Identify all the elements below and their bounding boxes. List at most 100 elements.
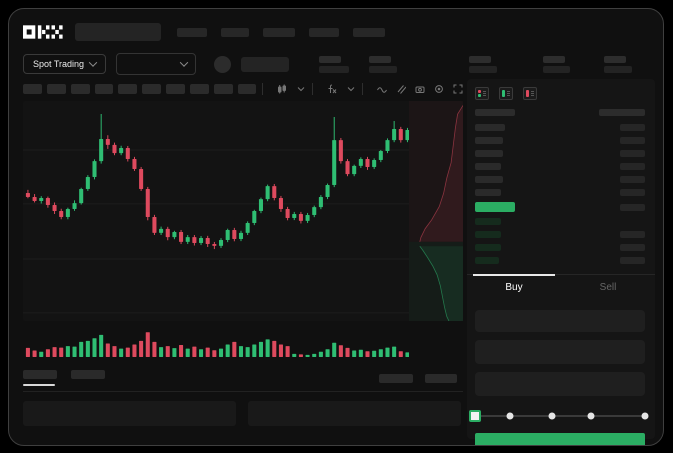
bid-amount-placeholder bbox=[620, 257, 645, 264]
candle-36 bbox=[258, 199, 263, 212]
amount-slider[interactable] bbox=[469, 408, 649, 424]
interval-pill-10[interactable] bbox=[237, 84, 257, 94]
order-input-2[interactable] bbox=[475, 340, 645, 364]
bottom-tab-active[interactable] bbox=[23, 370, 57, 386]
main-nav bbox=[177, 27, 385, 37]
bid-price-placeholder bbox=[475, 257, 499, 264]
wave-icon[interactable] bbox=[377, 84, 387, 94]
volume-bar-33 bbox=[238, 346, 244, 357]
tab-buy[interactable]: Buy bbox=[467, 274, 561, 300]
volume-bar-57 bbox=[398, 351, 403, 357]
volume-bar-39 bbox=[278, 344, 283, 357]
chevron-down-icon[interactable] bbox=[296, 84, 306, 94]
ask-row-1[interactable] bbox=[475, 121, 645, 134]
volume-bar-25 bbox=[185, 348, 190, 357]
volume-bar-45 bbox=[318, 351, 323, 357]
slider-stop-50pct[interactable] bbox=[548, 412, 556, 420]
interval-pill-9[interactable] bbox=[213, 84, 233, 94]
volume-bar-27 bbox=[199, 349, 204, 357]
orderbook-header bbox=[475, 109, 645, 116]
fx-icon[interactable] bbox=[327, 84, 337, 94]
buy-submit-button[interactable] bbox=[475, 433, 645, 445]
bottom-right-link-1[interactable] bbox=[379, 373, 413, 383]
ask-price-placeholder bbox=[475, 150, 503, 157]
volume-bar-30 bbox=[218, 348, 224, 357]
camera-icon[interactable] bbox=[415, 84, 425, 94]
volume-bar-31 bbox=[225, 344, 230, 357]
slider-stop-0pct[interactable] bbox=[469, 410, 481, 422]
order-input-3[interactable] bbox=[475, 372, 645, 396]
volume-bar-15 bbox=[119, 348, 124, 357]
volume-bar-24 bbox=[179, 345, 184, 357]
volume-bar-2 bbox=[32, 350, 37, 357]
interval-pill-1[interactable] bbox=[23, 84, 42, 94]
ask-row-6[interactable] bbox=[475, 186, 645, 199]
ask-amount-placeholder bbox=[620, 150, 645, 157]
expand-icon[interactable] bbox=[453, 84, 463, 94]
ticker-stat-4 bbox=[543, 55, 571, 73]
nav-item-4[interactable] bbox=[309, 27, 339, 37]
bid-row-4[interactable] bbox=[475, 254, 645, 267]
toolbar-divider bbox=[262, 83, 264, 95]
slider-stop-75pct[interactable] bbox=[587, 412, 595, 420]
book-asks[interactable] bbox=[523, 86, 537, 100]
volume-bar-48 bbox=[338, 345, 343, 357]
nav-item-5[interactable] bbox=[353, 27, 385, 37]
spot-trading-selector[interactable]: Spot Trading bbox=[23, 54, 107, 74]
nav-item-2[interactable] bbox=[221, 27, 249, 37]
bid-row-2[interactable] bbox=[475, 228, 645, 241]
interval-pill-8[interactable] bbox=[189, 84, 209, 94]
ask-price-placeholder bbox=[475, 124, 505, 131]
stat-value-placeholder bbox=[543, 65, 571, 73]
interval-pill-6[interactable] bbox=[142, 84, 162, 94]
candle-49 bbox=[345, 161, 350, 175]
nav-item-3[interactable] bbox=[263, 27, 295, 37]
interval-pill-3[interactable] bbox=[70, 84, 90, 94]
okx-logo[interactable] bbox=[23, 25, 63, 39]
compare-icon[interactable] bbox=[396, 84, 407, 94]
coin-icon bbox=[214, 55, 232, 73]
ask-row-2[interactable] bbox=[475, 134, 645, 147]
volume-chart bbox=[25, 332, 409, 357]
bottom-right-link-2[interactable] bbox=[425, 373, 457, 383]
interval-pill-7[interactable] bbox=[166, 84, 185, 94]
interval-pill-2[interactable] bbox=[46, 84, 66, 94]
ask-row-5[interactable] bbox=[475, 173, 645, 186]
candle-28 bbox=[205, 237, 210, 245]
candle-9 bbox=[79, 189, 84, 204]
volume-bar-29 bbox=[212, 350, 217, 357]
ask-row-3[interactable] bbox=[475, 147, 645, 160]
slider-stop-25pct[interactable] bbox=[506, 412, 514, 420]
pair-search-dropdown[interactable] bbox=[116, 53, 197, 75]
candle-33 bbox=[238, 232, 244, 239]
nav-item-1[interactable] bbox=[177, 27, 207, 37]
volume-bar-46 bbox=[325, 349, 330, 357]
candle-40 bbox=[285, 208, 290, 218]
bid-row-3[interactable] bbox=[475, 241, 645, 254]
stat-label-placeholder bbox=[369, 55, 392, 63]
book-bids[interactable] bbox=[499, 86, 513, 100]
volume-bar-34 bbox=[245, 347, 250, 357]
candle-icon[interactable] bbox=[277, 84, 287, 94]
bid-amount-placeholder bbox=[620, 231, 645, 238]
book-combined[interactable] bbox=[475, 86, 489, 100]
candle-43 bbox=[305, 215, 310, 221]
bid-price-placeholder bbox=[475, 231, 501, 238]
volume-bar-13 bbox=[105, 343, 110, 357]
order-input-1[interactable] bbox=[475, 310, 645, 332]
interval-pill-5[interactable] bbox=[118, 84, 138, 94]
tab-sell[interactable]: Sell bbox=[561, 275, 655, 300]
interval-pill-4[interactable] bbox=[94, 84, 114, 94]
last-price-row[interactable] bbox=[475, 200, 645, 214]
ask-row-4[interactable] bbox=[475, 160, 645, 173]
volume-bar-23 bbox=[172, 348, 177, 357]
volume-bar-1 bbox=[25, 347, 30, 357]
target-icon[interactable] bbox=[434, 84, 444, 94]
ask-amount-placeholder bbox=[620, 163, 645, 170]
bid-row-1[interactable] bbox=[475, 215, 645, 228]
bottom-tab[interactable] bbox=[71, 370, 105, 386]
chevron-down-icon[interactable] bbox=[346, 84, 356, 94]
slider-stop-100pct[interactable] bbox=[641, 412, 649, 420]
candle-2 bbox=[32, 196, 37, 201]
volume-bar-6 bbox=[59, 347, 64, 357]
